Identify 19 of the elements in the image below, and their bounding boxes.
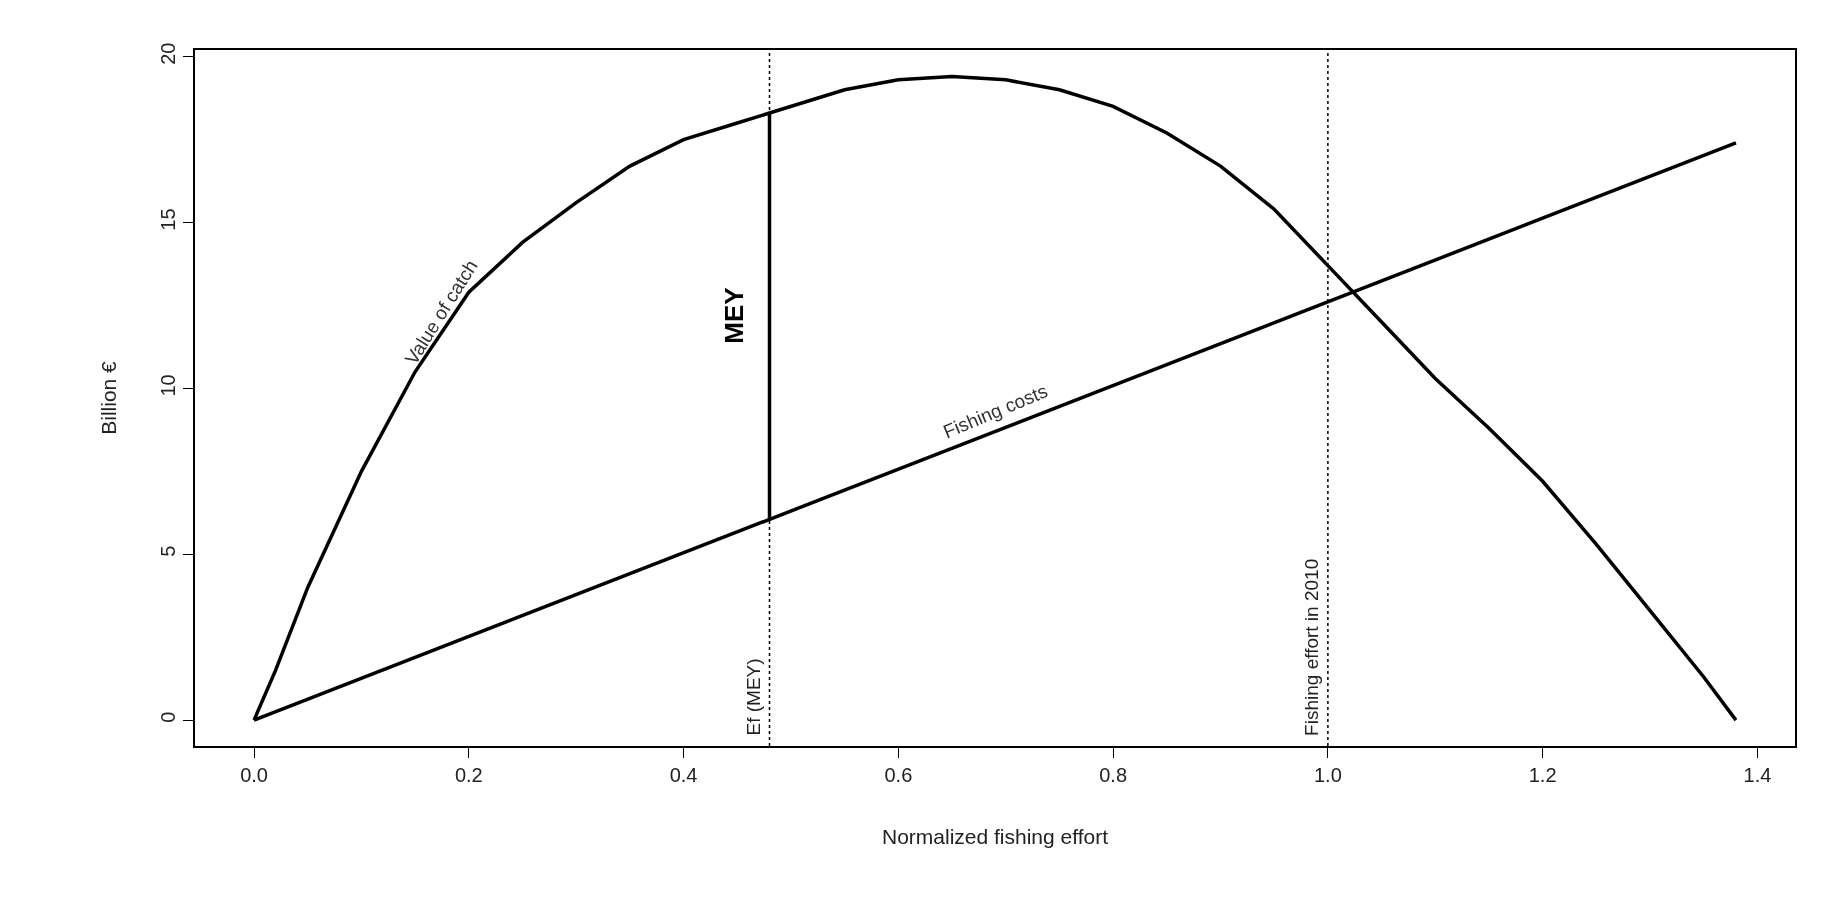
x-tick-label: 1.0 (1313, 763, 1342, 786)
x-tick-label: 0.8 (1099, 763, 1128, 786)
x-tick-label: 0.6 (884, 763, 913, 786)
y-tick-label: 15 (157, 208, 180, 231)
x-tick-label: 1.4 (1743, 763, 1772, 786)
y-tick-label: 10 (157, 374, 180, 397)
y-tick-label: 5 (157, 545, 180, 557)
text: Fishing costs (940, 380, 1051, 443)
x-tick-label: 0.2 (454, 763, 483, 786)
ref-line-label: Fishing effort in 2010 (1300, 558, 1322, 736)
text: MEY (719, 287, 750, 344)
y-axis-title: Billion € (96, 360, 120, 435)
ref-line-label: Ef (MEY) (742, 658, 764, 736)
y-tick-label: 0 (157, 711, 180, 723)
x-axis-title: Normalized fishing effort (881, 825, 1109, 849)
x-tick-label: 0.0 (240, 763, 268, 786)
x-tick-label: 1.2 (1528, 763, 1557, 786)
x-tick-label: 0.4 (669, 763, 698, 786)
y-tick-label: 20 (157, 42, 180, 65)
